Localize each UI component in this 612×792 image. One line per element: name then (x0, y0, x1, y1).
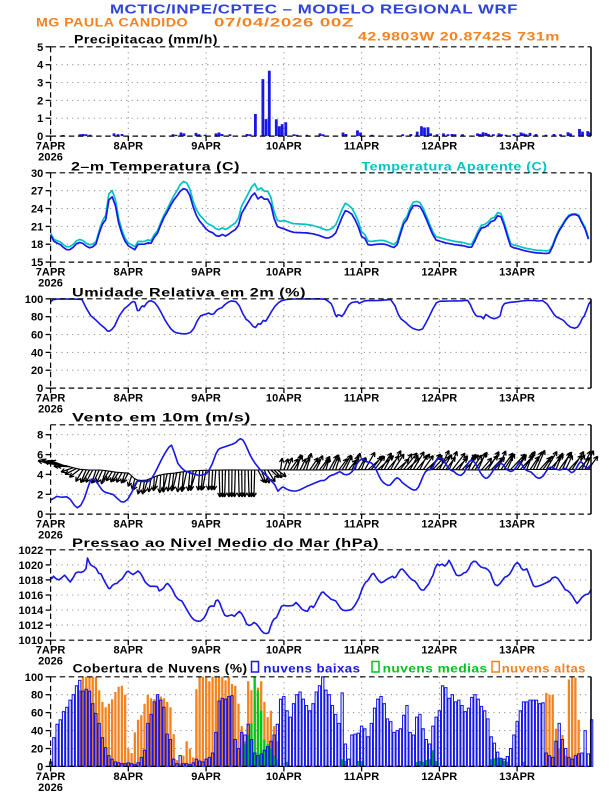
svg-text:2026: 2026 (38, 530, 63, 542)
svg-text:0: 0 (37, 509, 43, 521)
svg-text:6: 6 (37, 450, 43, 462)
svg-text:8APR: 8APR (113, 771, 143, 783)
svg-text:21: 21 (31, 221, 43, 233)
svg-text:60: 60 (31, 708, 43, 720)
svg-text:nuvens medias: nuvens medias (383, 662, 488, 676)
svg-text:12APR: 12APR (421, 393, 457, 405)
svg-text:1018: 1018 (19, 575, 44, 587)
svg-text:8APR: 8APR (113, 393, 143, 405)
svg-text:11APR: 11APR (344, 393, 379, 405)
svg-text:13APR: 13APR (499, 519, 535, 531)
svg-text:9APR: 9APR (191, 267, 221, 279)
svg-text:Precipitacao (mm/h): Precipitacao (mm/h) (74, 33, 218, 47)
svg-text:2: 2 (37, 489, 43, 501)
svg-text:11APR: 11APR (344, 267, 379, 279)
svg-text:42.9803W 20.8742S 731m: 42.9803W 20.8742S 731m (358, 30, 560, 44)
svg-text:2026: 2026 (38, 404, 63, 416)
svg-text:0: 0 (37, 131, 43, 143)
svg-text:5: 5 (37, 42, 43, 54)
svg-text:10APR: 10APR (266, 393, 302, 405)
svg-text:80: 80 (31, 312, 43, 324)
svg-text:4: 4 (37, 469, 44, 481)
svg-text:13APR: 13APR (499, 267, 535, 279)
svg-text:Umidade Relativa em 2m (%): Umidade Relativa em 2m (%) (72, 286, 306, 300)
svg-text:40: 40 (31, 347, 43, 359)
svg-text:Temperatura Aparente (C): Temperatura Aparente (C) (362, 160, 548, 174)
svg-text:0: 0 (37, 383, 43, 395)
svg-text:2–m Temperatura (C): 2–m Temperatura (C) (71, 160, 240, 174)
svg-text:8APR: 8APR (113, 645, 143, 657)
svg-text:100: 100 (25, 672, 44, 684)
svg-text:24: 24 (31, 204, 44, 216)
svg-text:20: 20 (31, 743, 43, 755)
svg-text:12APR: 12APR (421, 771, 457, 783)
svg-text:8APR: 8APR (113, 519, 143, 531)
svg-text:2026: 2026 (38, 782, 63, 792)
svg-text:1012: 1012 (19, 620, 44, 632)
svg-text:nuvens altas: nuvens altas (502, 662, 586, 676)
svg-text:12APR: 12APR (421, 519, 457, 531)
svg-text:30: 30 (31, 168, 43, 180)
svg-text:15: 15 (31, 257, 43, 269)
svg-text:Vento em 10m (m/s): Vento em 10m (m/s) (72, 411, 251, 425)
svg-text:1: 1 (37, 113, 43, 125)
svg-text:8APR: 8APR (113, 267, 143, 279)
svg-text:13APR: 13APR (499, 393, 535, 405)
svg-text:MG PAULA CANDIDO: MG PAULA CANDIDO (36, 16, 188, 30)
svg-text:11APR: 11APR (344, 141, 379, 153)
svg-text:10APR: 10APR (266, 645, 302, 657)
svg-text:12APR: 12APR (421, 267, 457, 279)
svg-text:10APR: 10APR (266, 771, 302, 783)
svg-text:12APR: 12APR (421, 645, 457, 657)
svg-text:7APR: 7APR (36, 393, 66, 405)
svg-text:9APR: 9APR (191, 141, 221, 153)
svg-text:0: 0 (37, 761, 43, 773)
svg-text:2: 2 (37, 95, 43, 107)
svg-text:7APR: 7APR (36, 141, 66, 153)
svg-text:7APR: 7APR (36, 267, 66, 279)
svg-text:9APR: 9APR (191, 393, 221, 405)
svg-text:18: 18 (31, 239, 43, 251)
svg-text:13APR: 13APR (499, 141, 535, 153)
svg-text:MCTIC/INPE/CPTEC – MODELO REGI: MCTIC/INPE/CPTEC – MODELO REGIONAL WRF (110, 2, 518, 17)
svg-text:3: 3 (37, 78, 43, 90)
svg-text:7APR: 7APR (36, 771, 66, 783)
svg-text:27: 27 (31, 186, 43, 198)
svg-text:7APR: 7APR (36, 645, 66, 657)
svg-text:10APR: 10APR (266, 141, 302, 153)
svg-text:20: 20 (31, 365, 43, 377)
svg-text:2026: 2026 (38, 278, 63, 290)
svg-text:9APR: 9APR (191, 771, 221, 783)
svg-text:11APR: 11APR (344, 645, 379, 657)
svg-text:100: 100 (25, 294, 44, 306)
svg-text:2026: 2026 (38, 152, 63, 164)
svg-text:1014: 1014 (19, 605, 45, 617)
svg-text:7APR: 7APR (36, 519, 66, 531)
svg-text:nuvens baixas: nuvens baixas (263, 662, 360, 676)
svg-text:07/04/2026 00Z: 07/04/2026 00Z (214, 16, 354, 30)
svg-text:13APR: 13APR (499, 771, 535, 783)
svg-text:11APR: 11APR (344, 519, 379, 531)
svg-text:40: 40 (31, 726, 43, 738)
svg-text:1020: 1020 (19, 560, 44, 572)
svg-text:4: 4 (37, 60, 44, 72)
svg-text:1016: 1016 (19, 590, 44, 602)
svg-text:1010: 1010 (19, 635, 44, 647)
svg-text:12APR: 12APR (421, 141, 457, 153)
svg-text:60: 60 (31, 330, 43, 342)
svg-text:1022: 1022 (19, 545, 44, 557)
svg-text:Pressao ao Nivel Medio do Mar: Pressao ao Nivel Medio do Mar (hPa) (72, 536, 379, 550)
svg-text:10APR: 10APR (266, 519, 302, 531)
svg-text:Cobertura de Nuvens (%): Cobertura de Nuvens (%) (73, 662, 248, 676)
svg-text:9APR: 9APR (191, 519, 221, 531)
svg-text:8: 8 (37, 430, 43, 442)
svg-text:8APR: 8APR (113, 141, 143, 153)
svg-text:80: 80 (31, 690, 43, 702)
svg-text:2026: 2026 (38, 656, 63, 668)
svg-text:9APR: 9APR (191, 645, 221, 657)
svg-text:13APR: 13APR (499, 645, 535, 657)
svg-text:11APR: 11APR (344, 771, 379, 783)
svg-text:10APR: 10APR (266, 267, 302, 279)
